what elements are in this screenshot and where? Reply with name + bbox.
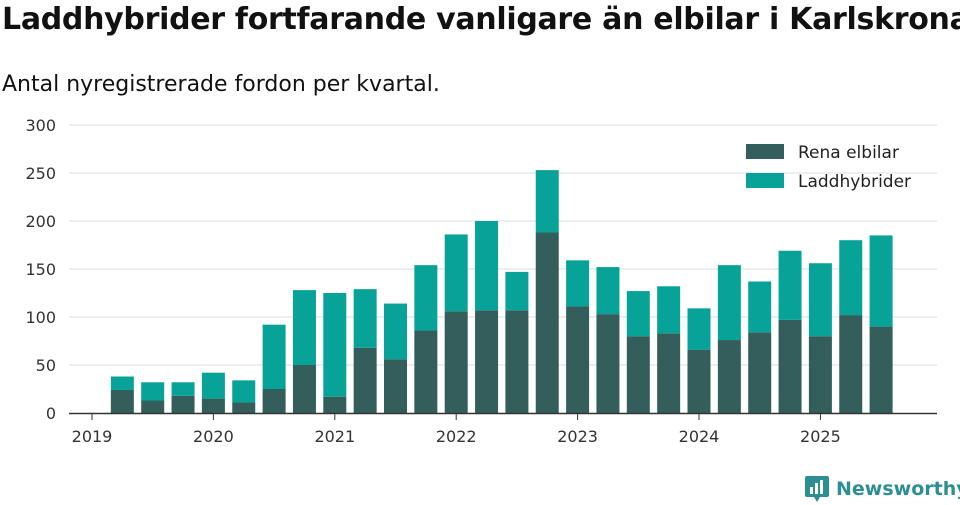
y-tick-label: 50 (36, 356, 56, 375)
bar-laddhybrider (535, 170, 559, 233)
x-tick-label: 2021 (314, 427, 355, 446)
y-tick-label: 300 (25, 116, 56, 135)
bar-laddhybrider (444, 234, 468, 312)
legend-swatch-rena-elbilar (746, 144, 784, 159)
bar-rena-elbilar (444, 311, 468, 413)
bar-rena-elbilar (414, 330, 438, 413)
bar-rena-elbilar (626, 336, 650, 413)
bar-rena-elbilar (232, 402, 256, 413)
bar-laddhybrider (717, 265, 741, 341)
bar-laddhybrider (687, 308, 711, 350)
bar-rena-elbilar (384, 359, 407, 413)
x-tick-label: 2022 (436, 427, 477, 446)
bar-rena-elbilar (535, 232, 559, 413)
brand-logo: Newsworthy (804, 474, 960, 504)
bar-laddhybrider (262, 324, 286, 389)
x-tick-label: 2025 (800, 427, 841, 446)
bar-rena-elbilar (110, 389, 134, 413)
bar-rena-elbilar (171, 395, 195, 413)
chart-subtitle: Antal nyregistrerade fordon per kvartal. (2, 72, 440, 97)
x-tick-label: 2024 (679, 427, 720, 446)
bar-rena-elbilar (596, 314, 620, 413)
y-tick-label: 100 (25, 308, 56, 327)
brand-name: Newsworthy (836, 478, 960, 500)
bar-rena-elbilar (869, 326, 893, 413)
x-tick-label: 2020 (193, 427, 234, 446)
bar-laddhybrider (292, 290, 316, 365)
bar-laddhybrider (414, 265, 438, 331)
bar-rena-elbilar (717, 340, 741, 413)
bar-laddhybrider (778, 250, 802, 320)
y-tick-label: 150 (25, 260, 56, 279)
bar-laddhybrider (384, 303, 407, 360)
legend-label-laddhybrider: Laddhybrider (798, 172, 911, 192)
bar-laddhybrider (657, 286, 681, 334)
x-tick-label: 2023 (557, 427, 598, 446)
bar-rena-elbilar (262, 389, 286, 413)
bar-laddhybrider (232, 380, 256, 403)
bar-rena-elbilar (475, 310, 499, 413)
chart-title: Laddhybrider fortfarande vanligare än el… (2, 2, 960, 37)
y-tick-label: 250 (25, 164, 56, 183)
bar-laddhybrider (505, 271, 529, 311)
newsworthy-logo-icon (805, 476, 829, 502)
bar-laddhybrider (171, 382, 195, 396)
legend-label-rena-elbilar: Rena elbilar (798, 143, 899, 163)
bar-rena-elbilar (748, 332, 772, 413)
bar-rena-elbilar (566, 306, 590, 413)
stacked-bar-chart: 0 50 100 150 200 250 300 2019 2020 2021 2022 2023 20… (25, 116, 937, 446)
bar-rena-elbilar (505, 310, 529, 413)
bar-laddhybrider (353, 289, 377, 348)
bar-rena-elbilar (141, 400, 165, 413)
bar-rena-elbilar (323, 396, 347, 413)
bar-laddhybrider (141, 382, 165, 401)
bar-rena-elbilar (353, 347, 377, 413)
bar-laddhybrider (839, 240, 863, 316)
bar-rena-elbilar (292, 365, 316, 413)
bar-rena-elbilar (778, 319, 802, 413)
bar-laddhybrider (869, 235, 893, 327)
bar-rena-elbilar (839, 315, 863, 413)
y-tick-label: 200 (25, 212, 56, 231)
bar-laddhybrider (201, 372, 225, 399)
y-tick-label: 0 (46, 404, 56, 423)
bar-laddhybrider (475, 221, 499, 311)
legend-swatch-laddhybrider (746, 173, 784, 188)
bar-laddhybrider (808, 263, 832, 337)
x-tick-label: 2019 (72, 427, 113, 446)
bar-rena-elbilar (201, 398, 225, 413)
bar-rena-elbilar (657, 333, 681, 413)
bar-laddhybrider (323, 293, 347, 397)
bar-laddhybrider (110, 376, 134, 390)
bar-rena-elbilar (808, 336, 832, 413)
bar-laddhybrider (626, 291, 650, 337)
bar-laddhybrider (596, 267, 620, 315)
bar-laddhybrider (748, 281, 772, 333)
bar-laddhybrider (566, 260, 590, 307)
bar-rena-elbilar (687, 349, 711, 413)
